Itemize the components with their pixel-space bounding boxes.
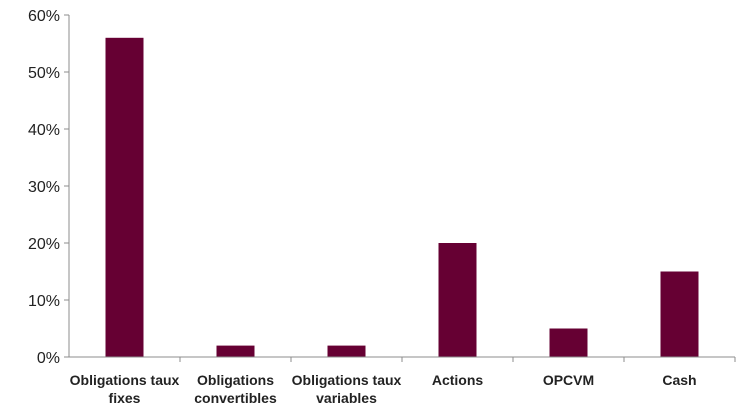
y-tick-label: 40% [28,122,60,139]
y-axis: 0% 10% 20% 30% 40% 50% 60% [28,8,70,367]
x-tick-label: Actions [432,372,484,388]
bar [105,37,144,358]
x-tick-label: Obligations taux variables [292,372,402,406]
x-tick-label: Cash [662,372,696,388]
y-tick-label: 60% [28,8,60,25]
y-tick-label: 10% [28,293,60,310]
bar [438,243,477,357]
bar [216,345,255,357]
bar [660,271,699,357]
y-tick-label: 30% [28,179,60,196]
bar [327,345,366,357]
bar [549,328,588,357]
y-tick-label: 0% [37,350,60,367]
x-tick-label: OPCVM [543,372,594,388]
x-axis: Obligations taux fixes Obligations converti… [64,356,736,406]
y-tick-label: 20% [28,236,60,253]
bars [105,37,699,358]
x-tick-label: Obligations taux fixes [70,372,180,406]
x-tick-label: Obligations convertibles [194,372,277,406]
y-tick-label: 50% [28,65,60,82]
